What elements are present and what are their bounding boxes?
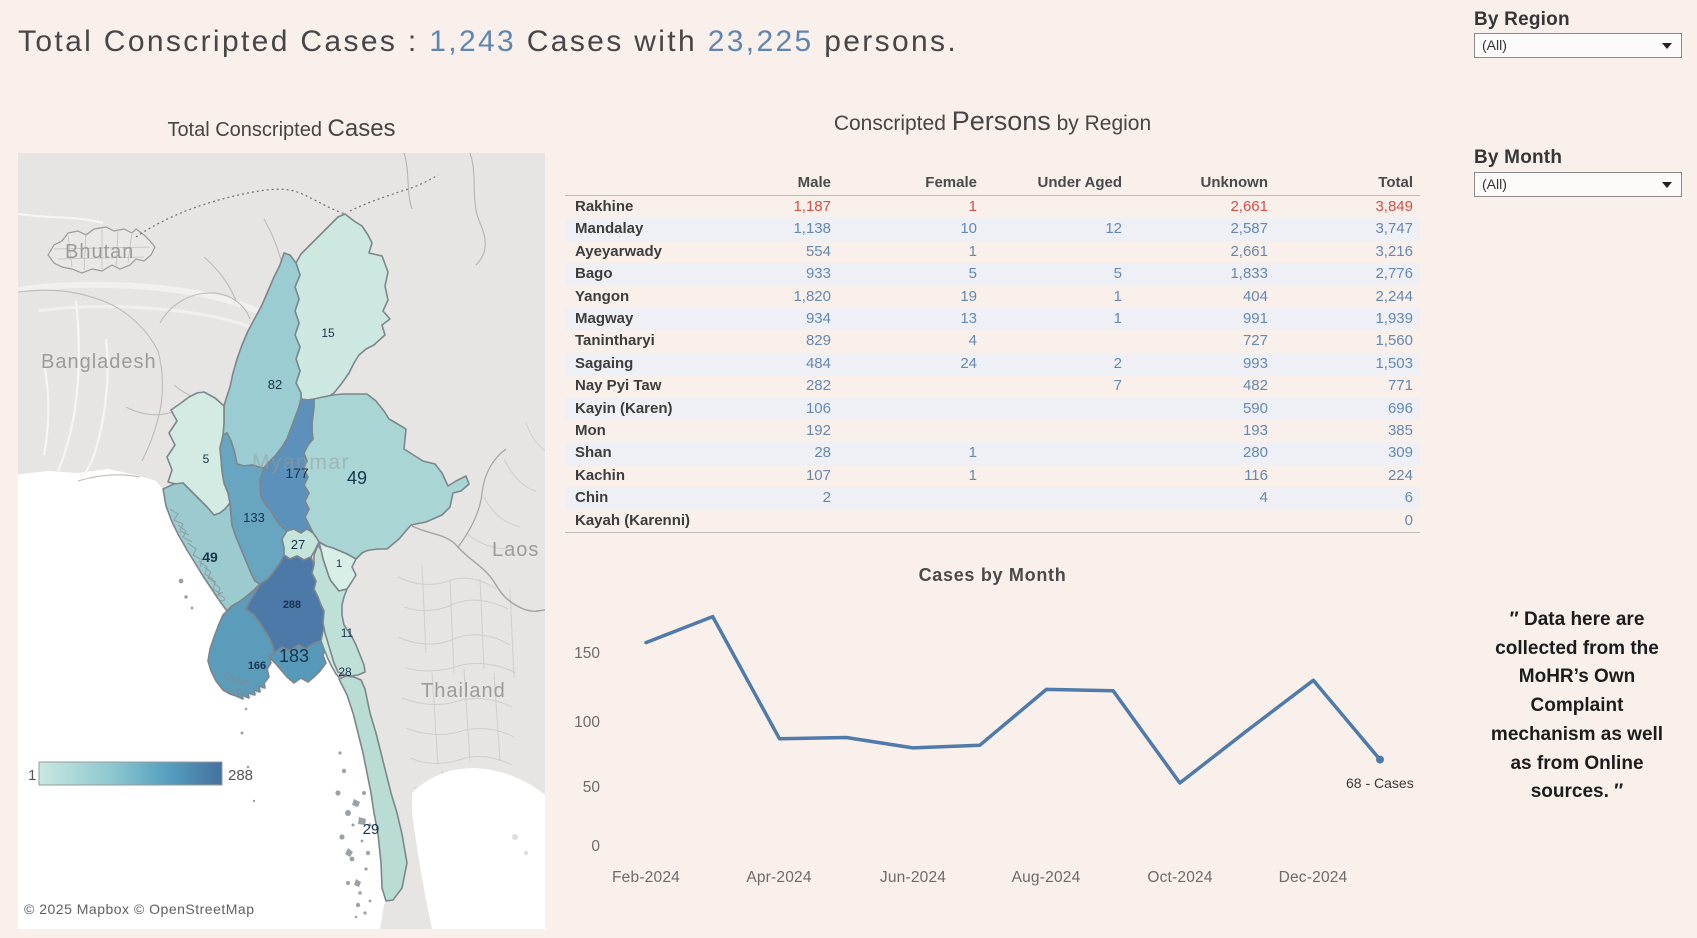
svg-text:27: 27	[291, 537, 305, 552]
svg-text:50: 50	[583, 779, 601, 796]
svg-text:49: 49	[202, 549, 218, 565]
svg-text:Jun-2024: Jun-2024	[880, 869, 946, 886]
svg-text:288: 288	[228, 767, 253, 784]
svg-text:Aug-2024: Aug-2024	[1012, 869, 1081, 886]
svg-text:11: 11	[341, 626, 354, 640]
svg-text:150: 150	[574, 645, 600, 662]
svg-text:Laos: Laos	[492, 539, 539, 561]
svg-text:1: 1	[336, 558, 342, 570]
svg-text:Oct-2024: Oct-2024	[1147, 869, 1213, 886]
svg-text:68 - Cases: 68 - Cases	[1346, 775, 1414, 791]
svg-text:177: 177	[285, 465, 309, 481]
svg-text:183: 183	[279, 646, 309, 666]
svg-text:5: 5	[203, 452, 210, 466]
svg-text:28: 28	[338, 665, 352, 679]
svg-text:Bhutan: Bhutan	[65, 241, 134, 263]
svg-text:100: 100	[574, 714, 600, 731]
svg-text:15: 15	[321, 326, 335, 340]
svg-text:166: 166	[248, 660, 266, 672]
svg-text:Apr-2024: Apr-2024	[746, 869, 812, 886]
svg-text:82: 82	[268, 377, 282, 392]
svg-text:Thailand: Thailand	[421, 680, 506, 702]
svg-text:29: 29	[363, 821, 380, 838]
svg-text:49: 49	[347, 468, 367, 488]
svg-text:1: 1	[28, 767, 36, 784]
svg-text:288: 288	[283, 599, 301, 611]
svg-text:Dec-2024: Dec-2024	[1279, 869, 1348, 886]
svg-text:133: 133	[243, 510, 265, 525]
svg-text:0: 0	[591, 838, 600, 855]
svg-text:Feb-2024: Feb-2024	[612, 869, 680, 886]
svg-text:Bangladesh: Bangladesh	[41, 351, 157, 373]
svg-text:© 2025 Mapbox © OpenStreetMap: © 2025 Mapbox © OpenStreetMap	[24, 901, 254, 917]
svg-text:Myanmar: Myanmar	[252, 451, 350, 474]
